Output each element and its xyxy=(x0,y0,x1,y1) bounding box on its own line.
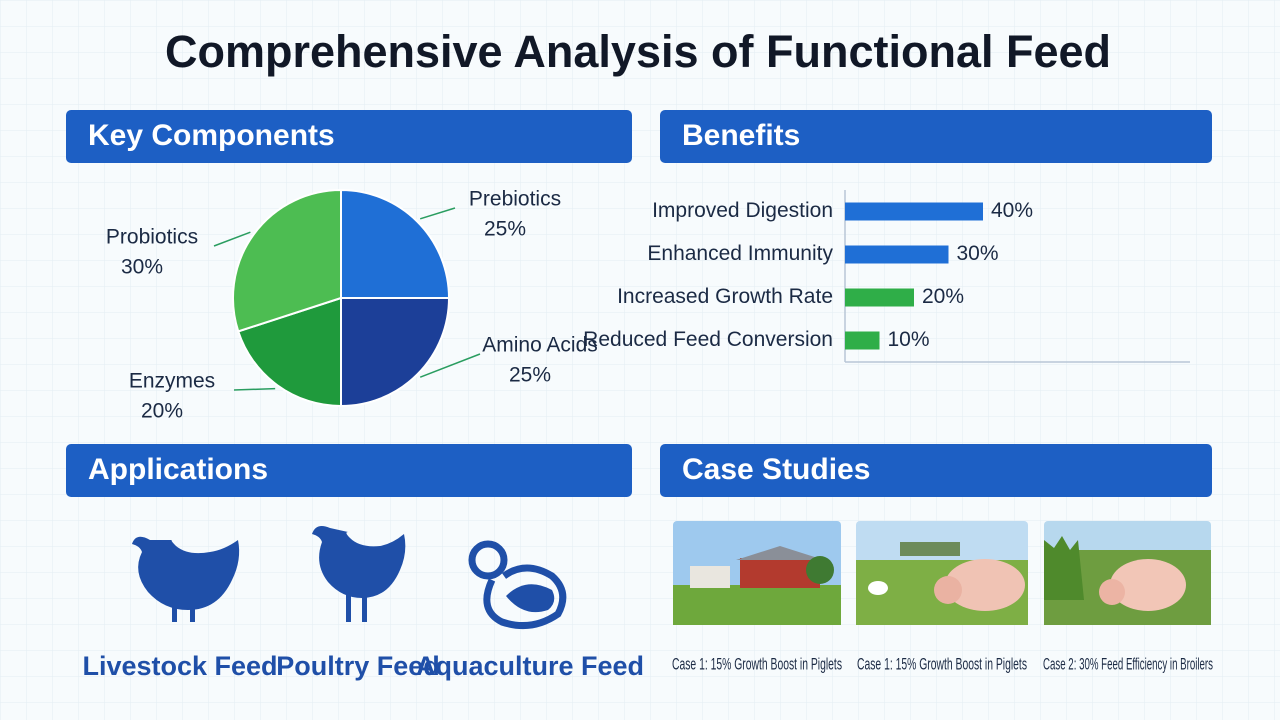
bar-category: Reduced Feed Conversion xyxy=(583,328,833,351)
bar xyxy=(845,331,880,350)
leader-line xyxy=(419,207,456,220)
panel-heading: Key Components xyxy=(88,119,335,152)
bar xyxy=(845,288,914,307)
case-photo xyxy=(856,521,1028,625)
application-label: Aquaculture Feed xyxy=(416,651,644,681)
bar-value: 10% xyxy=(888,328,930,351)
panel-header xyxy=(66,110,632,163)
slice-label: Amino Acids xyxy=(482,334,598,357)
leader-line xyxy=(419,353,481,378)
page-title: Comprehensive Analysis of Functional Fee… xyxy=(165,26,1111,77)
slice-value: 20% xyxy=(141,400,183,423)
poultry-icon xyxy=(312,526,406,622)
aquaculture-icon xyxy=(468,540,567,630)
panel-header xyxy=(660,110,1212,163)
pie-slice xyxy=(237,296,342,408)
leader-line xyxy=(213,231,251,247)
leader-line xyxy=(233,387,276,391)
aquaculture-icon-fill xyxy=(506,584,555,613)
pie-slice xyxy=(340,297,451,408)
bar-category: Increased Growth Rate xyxy=(617,285,833,308)
bar xyxy=(845,245,949,264)
bar-value: 20% xyxy=(922,285,964,308)
case-caption: Case 1: 15% Growth Boost in Piglets xyxy=(672,654,842,673)
livestock-icon xyxy=(132,536,240,622)
slice-label: Enzymes xyxy=(129,370,215,393)
bar-value: 40% xyxy=(991,199,1033,222)
slice-value: 25% xyxy=(509,364,551,387)
panel-header xyxy=(66,444,632,497)
slice-label: Probiotics xyxy=(106,226,198,249)
case-photo xyxy=(673,521,841,625)
slice-label: Prebiotics xyxy=(469,188,561,211)
case-photo xyxy=(1044,521,1211,625)
pie-slice xyxy=(340,188,451,299)
panel-header xyxy=(660,444,1212,497)
application-label: Poultry Feed xyxy=(276,651,440,681)
bar xyxy=(845,202,983,221)
bar-category: Improved Digestion xyxy=(652,199,833,222)
pie-slice xyxy=(232,188,342,333)
bar-category: Enhanced Immunity xyxy=(647,242,833,265)
case-caption: Case 1: 15% Growth Boost in Piglets xyxy=(857,654,1027,673)
application-label: Livestock Feed xyxy=(82,651,277,681)
panel-heading: Case Studies xyxy=(682,453,870,486)
panel-heading: Applications xyxy=(88,453,268,486)
slice-value: 25% xyxy=(484,218,526,241)
slice-value: 30% xyxy=(121,256,163,279)
bar-value: 30% xyxy=(957,242,999,265)
panel-heading: Benefits xyxy=(682,119,800,152)
case-caption: Case 2: 30% Feed Efficiency in Broilers xyxy=(1043,654,1213,673)
